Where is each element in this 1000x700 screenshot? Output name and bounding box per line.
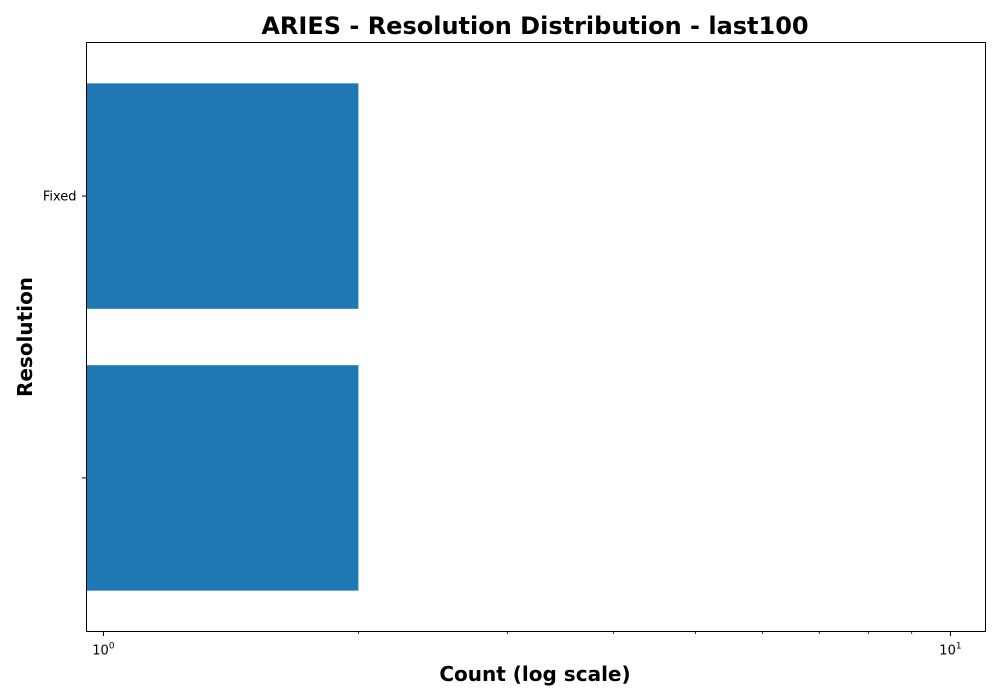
y-tick-label: Fixed [43,190,77,205]
chart-title: ARIES - Resolution Distribution - last10… [261,12,808,40]
axes-group: Fixed 100 101 [43,190,962,659]
bars-group [86,83,359,591]
y-axis-label: Resolution [13,277,37,397]
x-axis-label: Count (log scale) [439,662,630,686]
x-tick-label: 101 [939,642,961,659]
x-tick-label: 100 [92,642,115,659]
bar [86,83,359,309]
plot-frame [86,42,986,632]
bar [86,365,359,591]
